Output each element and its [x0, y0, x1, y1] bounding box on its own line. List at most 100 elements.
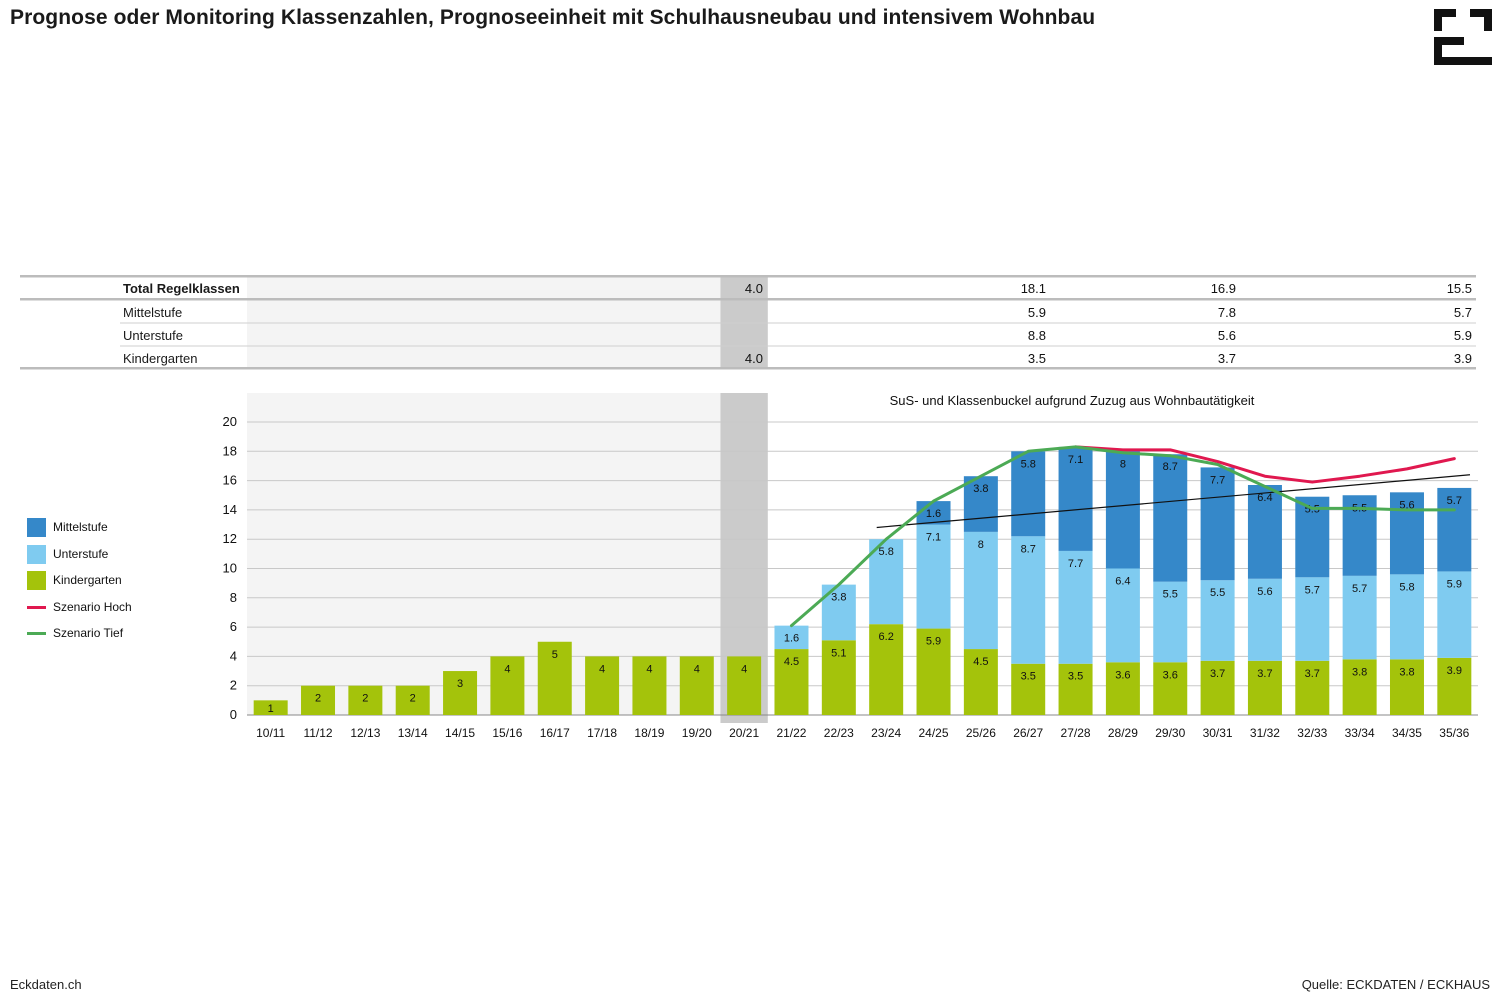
y-tick-label: 0 — [230, 707, 237, 722]
bar-label-kindergarten: 3.7 — [1257, 668, 1272, 680]
bar-label-mittelstufe: 8 — [1120, 458, 1126, 470]
bar-label-unterstufe: 5.8 — [879, 546, 894, 558]
legend-swatch — [27, 570, 46, 590]
bar-unterstufe — [1342, 575, 1377, 660]
bar-unterstufe — [963, 531, 998, 650]
bar-kindergarten — [632, 656, 667, 715]
x-tick-label: 29/30 — [1155, 726, 1185, 740]
bar-unterstufe — [1011, 536, 1046, 664]
y-tick-label: 2 — [230, 678, 237, 693]
bar-mittelstufe — [1153, 454, 1188, 582]
bar-label-kindergarten: 4.5 — [784, 656, 799, 668]
x-tick-label: 25/26 — [966, 726, 996, 740]
bar-kindergarten — [443, 671, 478, 715]
legend-label: Unterstufe — [53, 547, 109, 561]
bar-kindergarten — [348, 685, 383, 715]
bar-label-unterstufe: 3.8 — [831, 592, 846, 604]
bar-label-mittelstufe: 5.7 — [1447, 495, 1462, 507]
bar-label-kindergarten: 3.6 — [1115, 669, 1130, 681]
y-tick-label: 12 — [223, 531, 237, 546]
x-tick-label: 31/32 — [1250, 726, 1280, 740]
bar-unterstufe — [1153, 581, 1188, 663]
bar-kindergarten — [774, 649, 809, 715]
line-szenario-hoch — [1074, 445, 1456, 484]
eckdaten-logo-icon — [1434, 9, 1492, 65]
bar-unterstufe — [916, 524, 951, 629]
bar-label-kindergarten: 3.8 — [1399, 666, 1414, 678]
bar-kindergarten — [916, 628, 951, 715]
x-tick-label: 11/12 — [303, 726, 332, 740]
bar-label-kindergarten: 3.6 — [1163, 669, 1178, 681]
legend-item-mittelstufe: Mittelstufe — [27, 517, 108, 537]
bar-label-kindergarten: 4 — [504, 663, 510, 675]
bar-unterstufe — [1058, 550, 1093, 664]
bar-kindergarten — [301, 685, 336, 715]
bar-label-unterstufe: 5.5 — [1163, 589, 1178, 601]
bar-label-mittelstufe: 5.8 — [1021, 458, 1036, 470]
legend-item-unterstufe: Unterstufe — [27, 544, 108, 564]
x-tick-label: 14/15 — [445, 726, 475, 740]
x-tick-label: 26/27 — [1013, 726, 1043, 740]
legend-label: Szenario Hoch — [53, 600, 132, 614]
bar-label-mittelstufe: 7.7 — [1210, 474, 1225, 486]
bar-mittelstufe — [1105, 451, 1140, 569]
x-tick-label: 22/23 — [824, 726, 854, 740]
bar-kindergarten — [727, 656, 762, 715]
bar-label-kindergarten: 3.7 — [1210, 668, 1225, 680]
bar-kindergarten — [1200, 660, 1235, 715]
x-tick-label: 18/19 — [634, 726, 664, 740]
x-tick-label: 34/35 — [1392, 726, 1422, 740]
x-tick-label: 28/29 — [1108, 726, 1138, 740]
bar-label-kindergarten: 3.5 — [1068, 671, 1083, 683]
bar-label-kindergarten: 2 — [362, 693, 368, 705]
legend-swatch — [27, 544, 46, 564]
bar-mittelstufe — [1011, 451, 1046, 537]
bar-kindergarten — [869, 624, 904, 715]
legend-label: Szenario Tief — [53, 626, 124, 640]
bar-label-kindergarten: 3.9 — [1447, 665, 1462, 677]
x-tick-label: 32/33 — [1297, 726, 1327, 740]
bar-kindergarten — [537, 641, 572, 715]
bar-label-mittelstufe: 6.4 — [1257, 492, 1272, 504]
footer-site[interactable]: Eckdaten.ch — [10, 977, 82, 992]
bar-label-kindergarten: 2 — [315, 693, 321, 705]
line-szenario-tief — [789, 445, 1456, 628]
bar-label-kindergarten: 3.5 — [1021, 671, 1036, 683]
legend-swatch — [27, 605, 46, 609]
bar-label-kindergarten: 4.5 — [973, 656, 988, 668]
bar-unterstufe — [1105, 568, 1140, 663]
y-tick-label: 8 — [230, 590, 237, 605]
x-tick-label: 13/14 — [398, 726, 428, 740]
y-tick-label: 10 — [223, 561, 237, 576]
bar-kindergarten — [585, 656, 620, 715]
footer-source: Quelle: ECKDATEN / ECKHAUS — [1301, 977, 1490, 992]
bar-label-kindergarten: 6.2 — [879, 631, 894, 643]
x-tick-label: 15/16 — [492, 726, 522, 740]
x-tick-label: 24/25 — [919, 726, 949, 740]
bar-label-kindergarten: 3.7 — [1305, 668, 1320, 680]
bar-label-mittelstufe: 3.8 — [973, 483, 988, 495]
legend-label: Kindergarten — [53, 573, 122, 587]
legend-item-szenario-hoch: Szenario Hoch — [27, 597, 132, 617]
bar-label-unterstufe: 7.7 — [1068, 558, 1083, 570]
trend-line — [876, 474, 1471, 529]
bar-kindergarten — [1389, 659, 1424, 715]
bar-label-kindergarten: 3 — [457, 678, 463, 690]
x-tick-label: 19/20 — [682, 726, 712, 740]
bar-kindergarten — [1105, 662, 1140, 715]
x-tick-label: 33/34 — [1345, 726, 1375, 740]
bar-label-unterstufe: 8.7 — [1021, 543, 1036, 555]
bar-unterstufe — [1200, 580, 1235, 661]
y-tick-label: 20 — [223, 414, 237, 429]
x-tick-label: 16/17 — [540, 726, 570, 740]
bar-label-unterstufe: 6.4 — [1115, 576, 1130, 588]
x-tick-label: 30/31 — [1203, 726, 1233, 740]
page-title: Prognose oder Monitoring Klassenzahlen, … — [10, 6, 1096, 29]
bar-kindergarten — [1058, 663, 1093, 715]
bar-label-kindergarten: 2 — [410, 693, 416, 705]
bar-label-unterstufe: 7.1 — [926, 532, 941, 544]
bar-label-kindergarten: 4 — [599, 663, 605, 675]
bar-kindergarten — [679, 656, 714, 715]
bar-kindergarten — [1247, 660, 1282, 715]
bar-kindergarten — [1295, 660, 1330, 715]
